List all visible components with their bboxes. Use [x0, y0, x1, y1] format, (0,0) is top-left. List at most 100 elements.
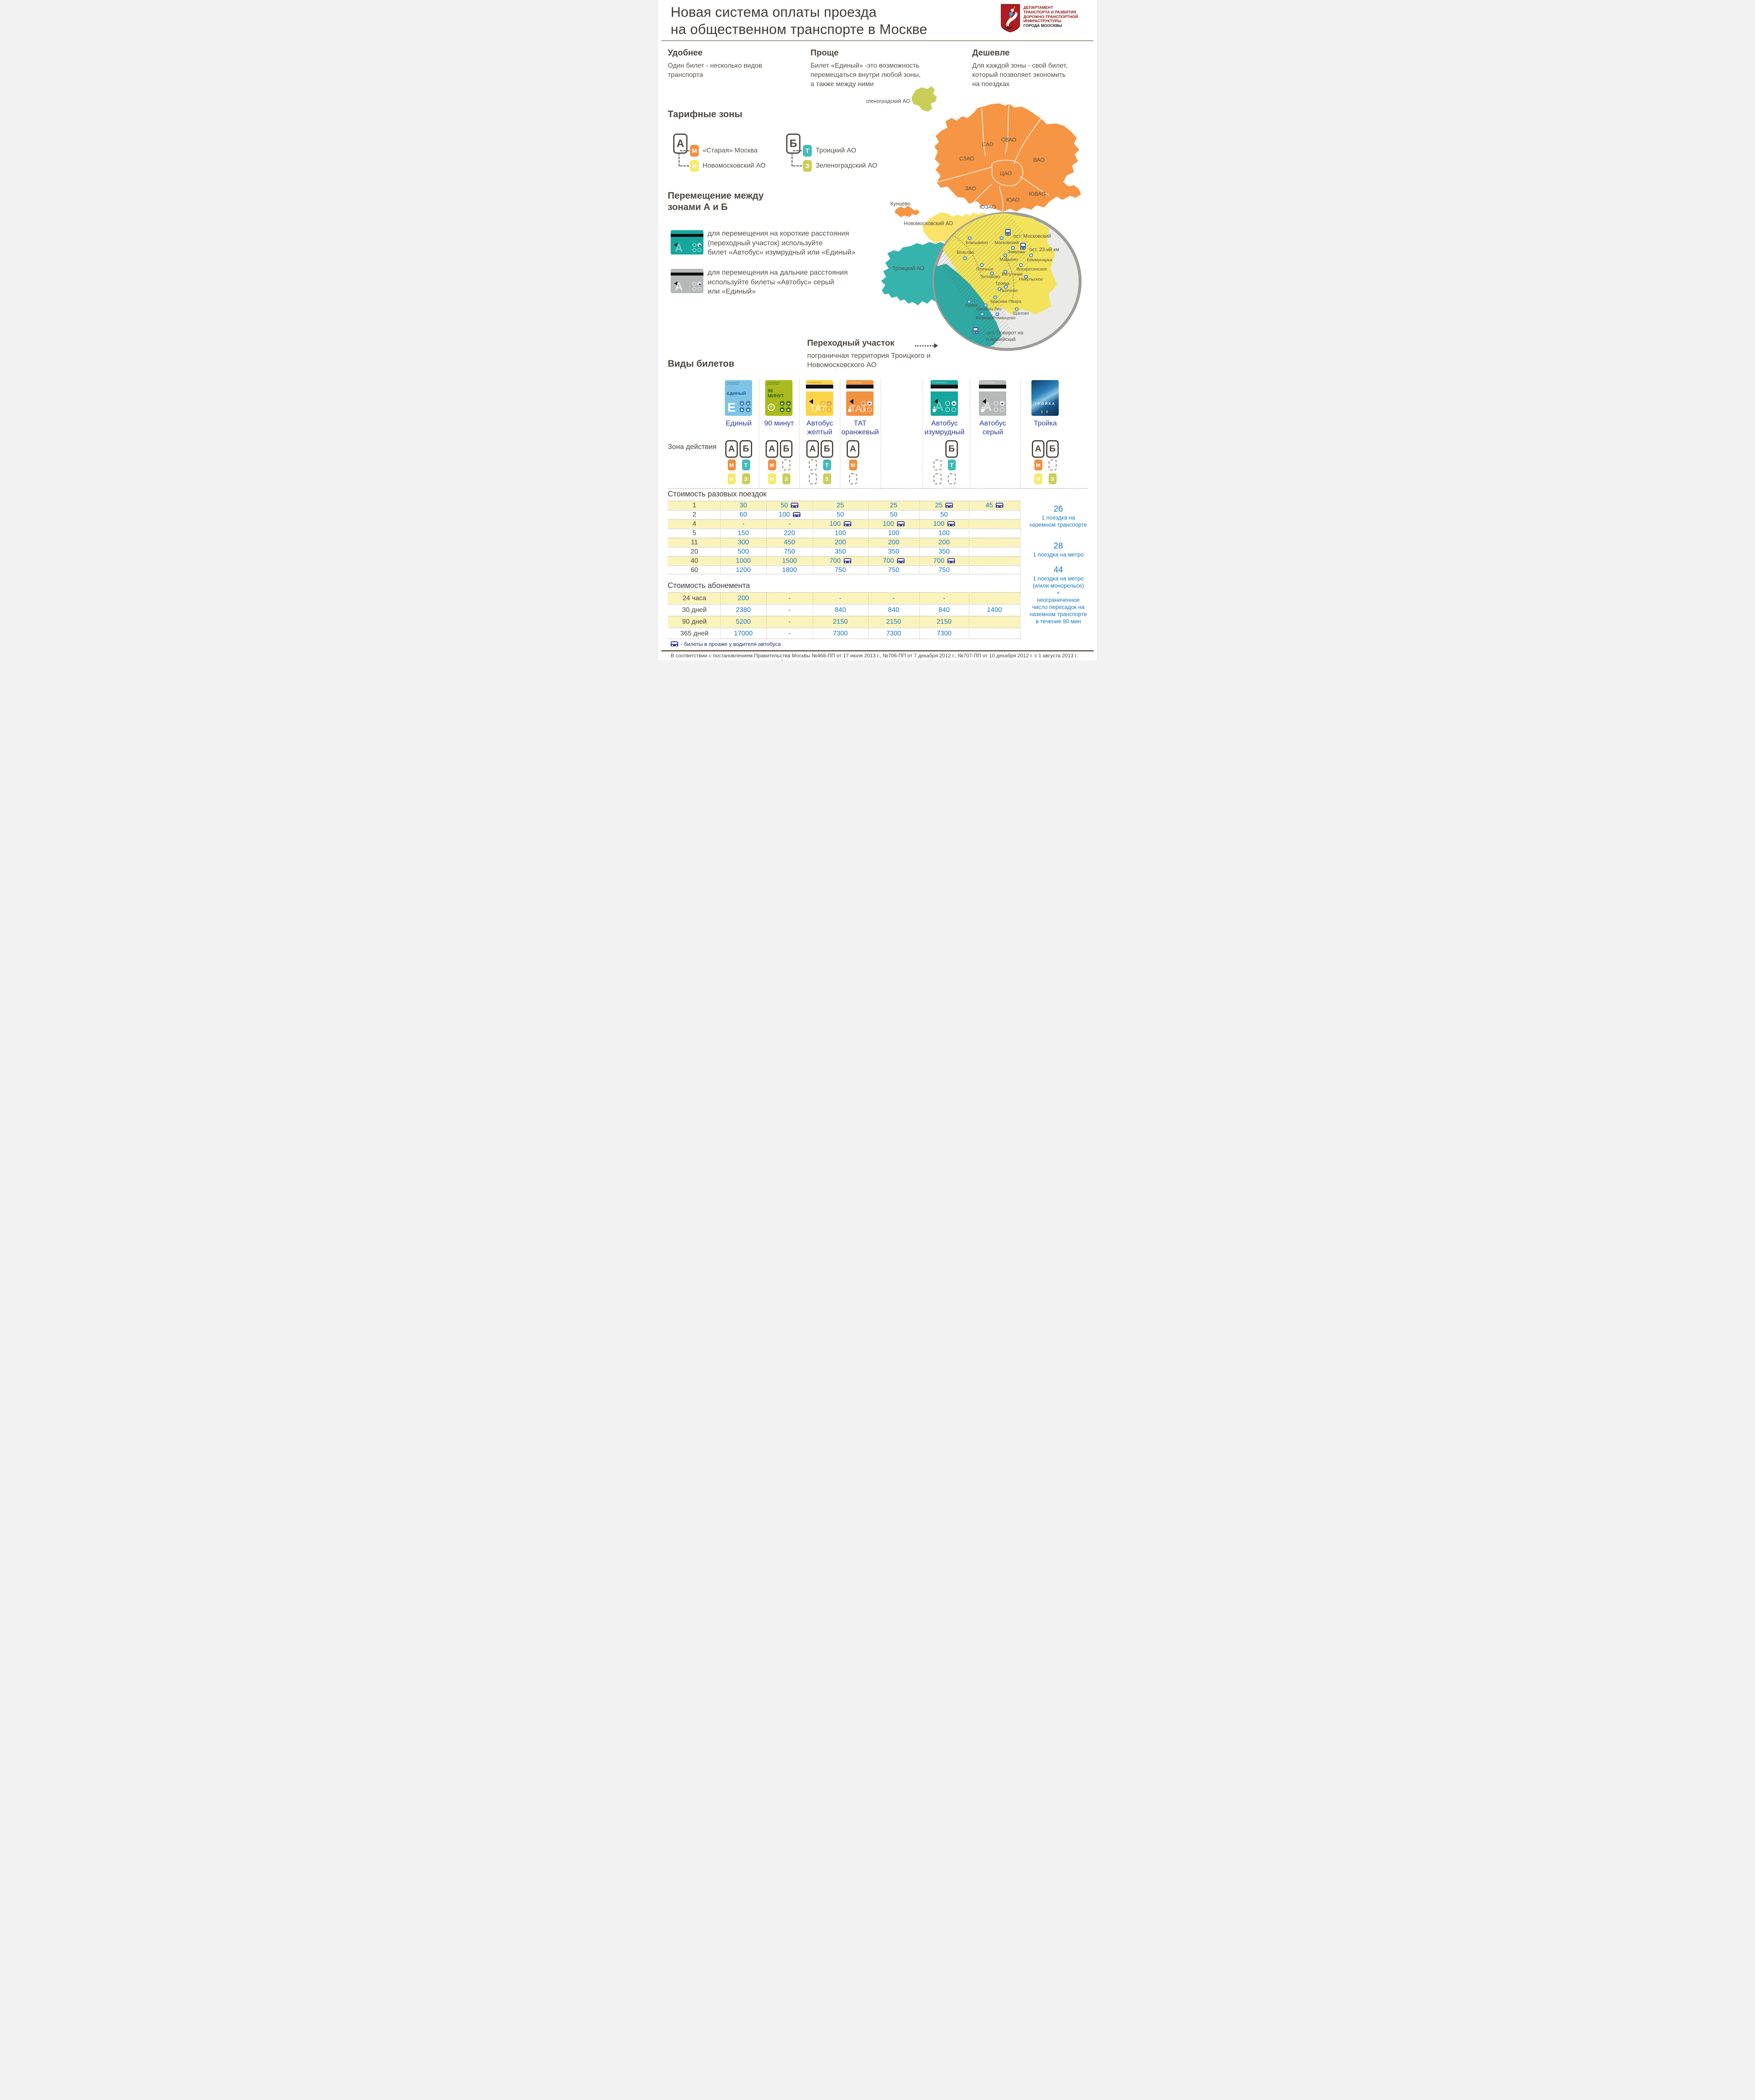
price-cell: 750	[764, 548, 815, 556]
benefit-prosche: Проще Билет «Единый» -это возможность пе…	[811, 48, 966, 89]
bus-light	[1006, 234, 1007, 235]
price-value: 100	[938, 530, 950, 537]
price-value: -	[788, 630, 791, 637]
card-brand-text: ГУП «МОСГОРТРАНС»	[981, 382, 995, 383]
price-cell: 350	[919, 548, 969, 556]
note-value: 44	[1053, 565, 1063, 575]
price-cell: -	[815, 595, 866, 602]
price-value: 700	[829, 557, 841, 564]
price-cell: 25	[815, 502, 866, 509]
zone-chip-т: Т	[742, 459, 750, 470]
price-cell: 700	[815, 557, 866, 565]
map-bus-stops: ост. Московский ост. 23-ий км ост. Поворот…	[973, 229, 1059, 342]
white-band	[979, 388, 1006, 391]
zone-chip-м: М	[1034, 459, 1042, 470]
bus-stop-icon-bg	[1005, 229, 1011, 236]
arrow-icon	[847, 399, 853, 404]
zone-chip-з: З	[1048, 473, 1057, 484]
zone-badge-a: А	[806, 440, 819, 458]
price-value: 200	[737, 595, 749, 602]
price-cell: -	[764, 520, 815, 528]
map-place-dot	[984, 303, 988, 307]
price-value: 1200	[736, 567, 751, 574]
arrow-icon	[931, 399, 938, 404]
bus-stop-label: ост. Поворот на	[987, 330, 1023, 336]
row-label: 90 дней	[682, 618, 707, 625]
price-cell: 100	[815, 530, 866, 537]
map-place-dot	[997, 287, 1002, 291]
map-place-label: Ботаково	[981, 274, 1000, 279]
map-district-label: ЮВАО	[1029, 191, 1046, 197]
map-place-dot	[980, 312, 984, 316]
price-value: 2150	[886, 618, 901, 625]
price-cell: 45	[969, 502, 1020, 509]
price-value: 1400	[987, 606, 1002, 614]
map-place-dot	[1011, 246, 1015, 250]
price-cell: 17000	[718, 630, 769, 638]
map-place-dot	[1003, 253, 1007, 257]
transition-text: пограничная территория Троицкого и Новом…	[807, 352, 931, 369]
price-cell: 300	[718, 539, 769, 546]
bus-stop-icon-bg	[1020, 243, 1026, 249]
map-place-label: Красная Пахра	[990, 299, 1021, 304]
price-value: 7300	[886, 630, 901, 637]
transport-icons	[780, 401, 791, 412]
zone-chip-м: М	[727, 459, 736, 470]
map-place-label: Власово	[957, 250, 974, 255]
price-cell: 25	[868, 502, 919, 509]
price-value: 50	[890, 511, 897, 518]
price-cell: 350	[815, 548, 866, 556]
zone-chip-m-label: «Старая» Москва	[703, 147, 758, 154]
table-column-separator	[720, 501, 721, 575]
table-row: 90 дней 5200 - 2150 2150 2150	[668, 616, 1020, 627]
moscow-coat-of-arms-icon	[1001, 4, 1020, 33]
ticket-label-90min: 90 минут	[764, 419, 794, 427]
passenger-icon	[981, 407, 984, 412]
map-place-label: Троицк	[995, 281, 1010, 286]
price-cell: -	[919, 595, 969, 602]
card-name: 90 МИНУТ	[768, 388, 784, 399]
price-value: 7300	[833, 630, 848, 637]
map-place-label: Лужки	[965, 303, 977, 308]
zone-badge-b: Б	[740, 440, 752, 458]
price-cell: 2150	[815, 618, 866, 626]
price-cell: 500	[718, 548, 769, 556]
note-value: 26	[1053, 504, 1063, 514]
price-cell: 2380	[718, 606, 769, 614]
bus-icon	[897, 521, 905, 526]
zone-chip-empty	[1048, 459, 1057, 470]
arrow-icon	[672, 243, 677, 247]
map-place-label: Воскресенское	[1017, 267, 1047, 272]
price-cell: 50	[764, 502, 815, 509]
ticket-letter: А	[675, 280, 683, 293]
price-value: 30	[740, 502, 747, 509]
legend-connector	[680, 150, 689, 151]
zone-chip-empty	[782, 459, 790, 470]
clock-icon	[768, 404, 775, 411]
map-places: Кокошкино Московский Власово Зименки Марьино…	[957, 236, 1052, 320]
zone-row-label: Зона действия	[668, 443, 717, 451]
price-value: 50	[780, 502, 788, 509]
zone-band-bottom-line	[668, 488, 1087, 489]
map-district-label: ВАО	[1034, 157, 1045, 163]
price-value: -	[788, 618, 791, 625]
movement-long-text: для перемещения на дальние расстояния ис…	[708, 268, 848, 295]
price-value: 350	[888, 548, 900, 555]
fare-note: 28 1 поездка на метро	[1023, 541, 1094, 558]
magstripe	[979, 385, 1006, 388]
price-cell: 100	[919, 530, 969, 537]
price-value: 100	[779, 511, 790, 518]
fare-note: 26 1 поездка на наземном транспорте	[1023, 504, 1094, 528]
benefit-title: Проще	[811, 48, 839, 58]
card-brand-text: ГУП «МОСГОРТРАНС»	[848, 382, 863, 383]
price-value: 700	[883, 557, 894, 564]
price-cell: 200	[718, 595, 769, 602]
map-place-dot	[963, 256, 967, 260]
map-region-zelenograd	[912, 86, 937, 112]
card-brand-text: ГУП «МОСКОВСКИЙ МЕТРОПОЛИТЕН»	[767, 382, 780, 385]
zone-chip-empty	[933, 459, 942, 470]
ticket-thumb-gray: А	[671, 269, 703, 293]
map-label-novomoskovsky: Новомосковский АО	[904, 220, 953, 226]
card-brand-text: ГУП «МОСКОВСКИЙ МЕТРОПОЛИТЕН»	[727, 382, 740, 385]
price-value: -	[892, 595, 895, 602]
